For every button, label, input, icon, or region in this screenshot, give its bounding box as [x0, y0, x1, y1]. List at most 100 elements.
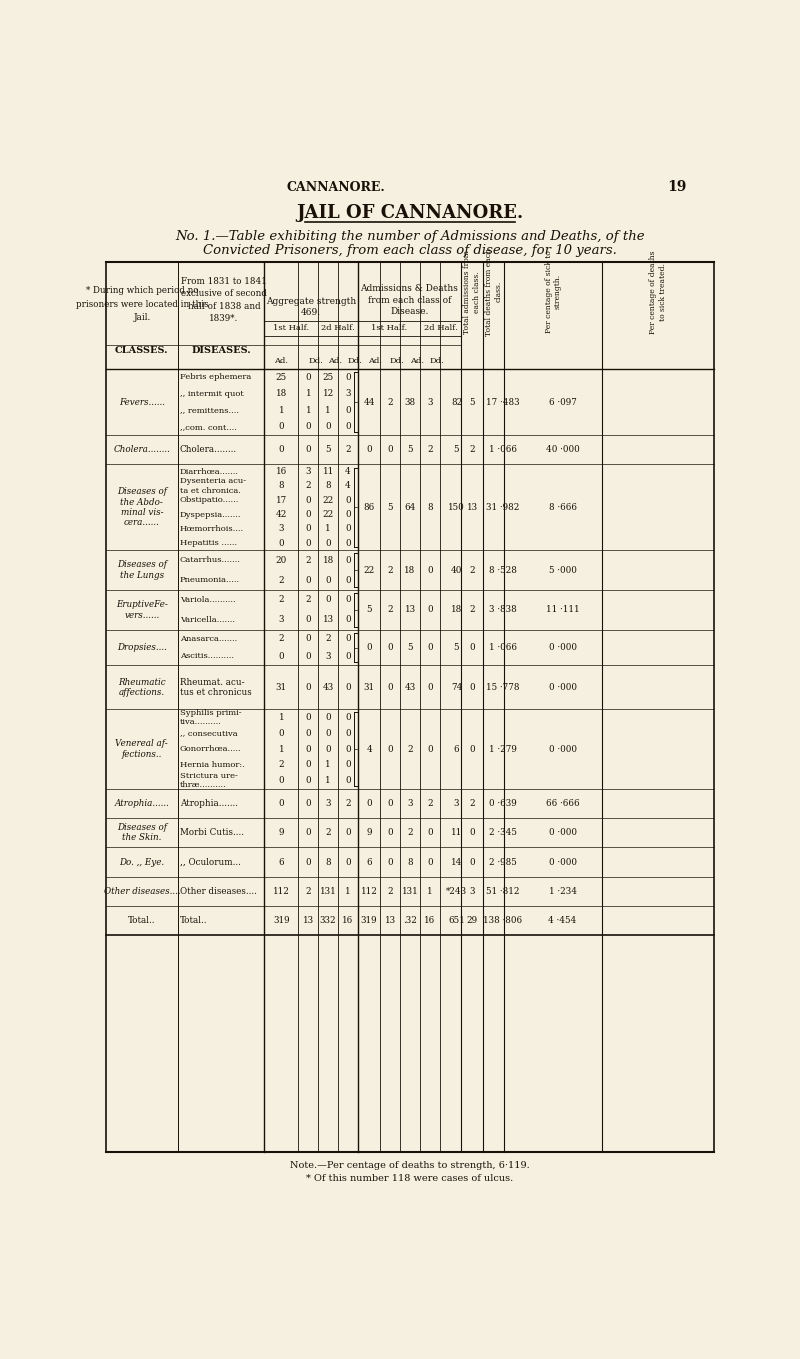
Text: Hernia humor:.: Hernia humor:. [180, 761, 245, 769]
Text: Dd.: Dd. [430, 357, 444, 364]
Text: 13: 13 [302, 916, 314, 925]
Text: 0: 0 [306, 576, 311, 584]
Text: 3: 3 [470, 887, 474, 896]
Text: 42: 42 [276, 510, 287, 519]
Text: 0: 0 [278, 652, 284, 660]
Text: 0: 0 [278, 776, 284, 786]
Text: Total admissions from
each class.: Total admissions from each class. [463, 250, 481, 334]
Text: 2: 2 [278, 595, 284, 605]
Text: 2: 2 [387, 398, 393, 406]
Text: 3: 3 [346, 390, 350, 398]
Text: 17: 17 [276, 496, 287, 504]
Text: 1: 1 [278, 712, 284, 722]
Text: 1: 1 [427, 887, 433, 896]
Text: 40: 40 [451, 565, 462, 575]
Text: 13: 13 [466, 503, 478, 512]
Text: 1 ·066: 1 ·066 [489, 446, 517, 454]
Text: 150: 150 [448, 503, 465, 512]
Text: 6: 6 [366, 858, 372, 867]
Text: Pneumonia.....: Pneumonia..... [180, 576, 240, 584]
Text: 5: 5 [407, 446, 413, 454]
Text: 86: 86 [363, 503, 374, 512]
Text: DISEASES.: DISEASES. [191, 347, 250, 355]
Text: 0: 0 [306, 776, 311, 786]
Text: 5: 5 [366, 605, 372, 614]
Text: 6: 6 [278, 858, 284, 867]
Text: Jail.: Jail. [134, 314, 150, 322]
Text: 0: 0 [306, 745, 311, 754]
Text: 0: 0 [278, 728, 284, 738]
Text: 43: 43 [322, 682, 334, 692]
Text: Note.—Per centage of deaths to strength, 6·119.: Note.—Per centage of deaths to strength,… [290, 1161, 530, 1170]
Text: 0: 0 [306, 828, 311, 837]
Text: Venereal af-
fections..: Venereal af- fections.. [115, 739, 168, 758]
Text: 1 ·279: 1 ·279 [489, 745, 517, 754]
Text: 0: 0 [427, 682, 433, 692]
Text: 0: 0 [306, 525, 311, 533]
Text: 0: 0 [278, 446, 284, 454]
Text: Do. ,, Eye.: Do. ,, Eye. [119, 858, 165, 867]
Text: 0: 0 [345, 728, 351, 738]
Text: 40 ·000: 40 ·000 [546, 446, 579, 454]
Text: 0: 0 [345, 858, 351, 867]
Text: 0: 0 [366, 799, 372, 809]
Text: 0: 0 [306, 635, 311, 643]
Text: 5: 5 [470, 398, 474, 406]
Text: 0: 0 [326, 538, 331, 548]
Text: Other diseases....: Other diseases.... [103, 887, 180, 896]
Text: 6 ·097: 6 ·097 [549, 398, 577, 406]
Text: 2: 2 [278, 576, 284, 584]
Text: 0: 0 [278, 538, 284, 548]
Text: 2: 2 [326, 828, 331, 837]
Text: 5: 5 [326, 446, 331, 454]
Text: 1: 1 [278, 745, 284, 754]
Text: 20: 20 [276, 556, 287, 565]
Text: Cholera........: Cholera........ [114, 446, 170, 454]
Text: 2: 2 [345, 446, 351, 454]
Text: 651: 651 [448, 916, 465, 925]
Text: 0: 0 [387, 682, 393, 692]
Text: Total..: Total.. [128, 916, 155, 925]
Text: 0: 0 [306, 510, 311, 519]
Text: * During which period no: * During which period no [86, 287, 198, 295]
Text: Other diseases....: Other diseases.... [180, 887, 257, 896]
Text: 8 ·666: 8 ·666 [549, 503, 577, 512]
Text: 0: 0 [306, 652, 311, 660]
Text: 64: 64 [404, 503, 416, 512]
Text: Hœmorrhois....: Hœmorrhois.... [180, 525, 244, 533]
Text: 74: 74 [451, 682, 462, 692]
Text: 13: 13 [322, 616, 334, 624]
Text: 0: 0 [306, 728, 311, 738]
Text: 1 ·234: 1 ·234 [549, 887, 577, 896]
Text: 2: 2 [278, 635, 284, 643]
Text: 0: 0 [345, 682, 351, 692]
Text: 18: 18 [404, 565, 416, 575]
Text: Gonorrhœa.....: Gonorrhœa..... [180, 745, 242, 753]
Text: 3: 3 [454, 799, 459, 809]
Text: 5: 5 [454, 643, 459, 652]
Text: 9: 9 [366, 828, 372, 837]
Text: 0: 0 [345, 745, 351, 754]
Text: Dd.: Dd. [308, 357, 323, 364]
Text: 31: 31 [276, 682, 287, 692]
Text: 17 ·483: 17 ·483 [486, 398, 520, 406]
Text: ,, consecutiva: ,, consecutiva [180, 730, 238, 737]
Text: Total deaths from each
class.: Total deaths from each class. [485, 247, 502, 336]
Text: 0: 0 [427, 565, 433, 575]
Text: 0: 0 [469, 682, 475, 692]
Text: 11: 11 [322, 467, 334, 476]
Text: ,,com. cont....: ,,com. cont.... [180, 423, 237, 431]
Text: 1: 1 [326, 525, 331, 533]
Text: 469.: 469. [301, 308, 321, 317]
Text: Diseases of
the Lungs: Diseases of the Lungs [117, 560, 167, 580]
Text: 0: 0 [387, 799, 393, 809]
Text: 5 ·000: 5 ·000 [549, 565, 577, 575]
Text: 22: 22 [363, 565, 374, 575]
Text: 3: 3 [278, 525, 284, 533]
Text: 0: 0 [306, 496, 311, 504]
Text: *243: *243 [446, 887, 467, 896]
Text: Diseases of
the Skin.: Diseases of the Skin. [117, 824, 167, 843]
Text: 2: 2 [427, 446, 433, 454]
Text: Ad.: Ad. [328, 357, 342, 364]
Text: 319: 319 [273, 916, 290, 925]
